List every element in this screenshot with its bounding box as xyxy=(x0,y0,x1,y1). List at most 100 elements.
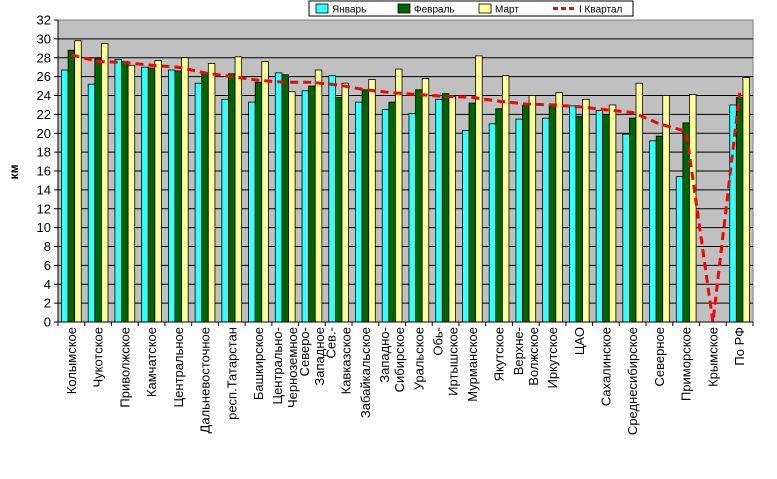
x-axis: Колымское Чукотское Приволжское Камчатское Ц… xyxy=(57,321,754,435)
bar xyxy=(421,78,430,323)
bar xyxy=(649,140,657,323)
category-label: Приморское xyxy=(679,327,694,401)
bar xyxy=(328,75,336,323)
y-tick-label: 18 xyxy=(37,145,51,160)
category-label: Камчатское xyxy=(144,327,159,397)
legend-label: Январь xyxy=(332,5,366,16)
bar xyxy=(281,74,289,323)
bar xyxy=(629,117,637,323)
category-label: Приволжское xyxy=(117,327,132,408)
bar xyxy=(735,96,744,323)
y-tick-label: 10 xyxy=(37,220,51,235)
bar xyxy=(94,58,102,323)
category-label: Колымское xyxy=(64,327,79,394)
plot-area xyxy=(57,19,754,323)
category-label: Верхне-Волжское xyxy=(511,327,541,386)
y-tick-label: 8 xyxy=(44,239,51,254)
bar xyxy=(228,73,236,323)
legend-label: I Квартал xyxy=(579,5,623,16)
bar xyxy=(127,64,136,323)
bar xyxy=(114,59,122,323)
y-tick-label: 0 xyxy=(44,315,51,330)
category-label: ЦАО xyxy=(572,327,587,355)
category-label: Мурманское xyxy=(465,327,480,402)
bar xyxy=(355,101,363,323)
bar xyxy=(441,93,450,323)
bar xyxy=(174,70,182,323)
legend-label: Март xyxy=(495,5,519,16)
bar xyxy=(515,118,523,323)
y-axis-label: км xyxy=(7,164,21,179)
bar xyxy=(435,98,443,323)
bar xyxy=(635,82,644,323)
bar xyxy=(361,89,370,323)
bar xyxy=(602,113,610,323)
bar xyxy=(415,89,423,323)
bar xyxy=(495,108,503,323)
y-tick-label: 6 xyxy=(44,258,51,273)
bar xyxy=(568,105,577,323)
category-label: Северное xyxy=(652,327,667,386)
y-tick-label: 16 xyxy=(37,164,51,179)
bar xyxy=(462,130,470,323)
category-label: респ.Татарстан xyxy=(224,327,239,420)
bar xyxy=(555,92,563,323)
bar xyxy=(141,66,149,323)
category-label: Среднесибирское xyxy=(625,327,640,435)
bar xyxy=(87,83,96,323)
category-label: Иркутское xyxy=(545,327,560,389)
bar xyxy=(147,67,156,323)
bar xyxy=(334,96,343,323)
bar xyxy=(548,104,557,323)
y-tick-label: 24 xyxy=(37,88,51,103)
bar xyxy=(729,104,737,323)
bar xyxy=(575,115,583,323)
category-label: Сев.-Кавказское xyxy=(324,327,354,394)
category-label: Западно-Сибирское xyxy=(377,327,407,392)
bar xyxy=(274,72,283,323)
bar xyxy=(221,98,229,323)
bar xyxy=(167,69,176,323)
y-tick-label: 22 xyxy=(37,107,51,122)
y-tick-label: 20 xyxy=(37,126,51,141)
bar xyxy=(201,72,209,323)
bar xyxy=(301,90,310,323)
bar xyxy=(675,176,684,323)
y-tick-label: 14 xyxy=(37,182,51,197)
bar xyxy=(74,40,82,323)
category-label: Сахалинское xyxy=(599,327,614,406)
bar xyxy=(595,110,604,323)
category-label: Якутское xyxy=(492,327,507,381)
bar xyxy=(308,85,316,323)
category-label: Дальневосточное xyxy=(198,327,213,433)
y-tick-label: 30 xyxy=(37,31,51,46)
y-tick-label: 12 xyxy=(37,201,51,216)
bar xyxy=(288,91,296,323)
legend-label: Февраль xyxy=(414,5,455,16)
category-label: Центральное xyxy=(171,327,186,407)
category-label: Центрально-Черноземное xyxy=(270,327,300,408)
category-label: Башкирское xyxy=(251,327,266,400)
bar xyxy=(488,123,497,323)
bar xyxy=(181,57,189,323)
bar xyxy=(608,104,617,323)
bar xyxy=(689,94,697,323)
category-label: По РФ xyxy=(732,327,747,366)
bar xyxy=(234,56,243,323)
category-label: Уральское xyxy=(411,327,426,390)
bar xyxy=(61,69,69,323)
bar xyxy=(207,63,216,323)
bar xyxy=(314,69,323,323)
bar xyxy=(395,68,403,323)
bar xyxy=(100,43,109,323)
bar xyxy=(622,133,630,323)
legend-swatch xyxy=(315,3,329,14)
bar xyxy=(254,81,263,323)
bar xyxy=(341,82,349,323)
bar xyxy=(662,95,670,323)
y-tick-label: 28 xyxy=(37,50,51,65)
bar xyxy=(522,104,530,323)
category-label: Обь-Иртышское xyxy=(431,327,461,396)
